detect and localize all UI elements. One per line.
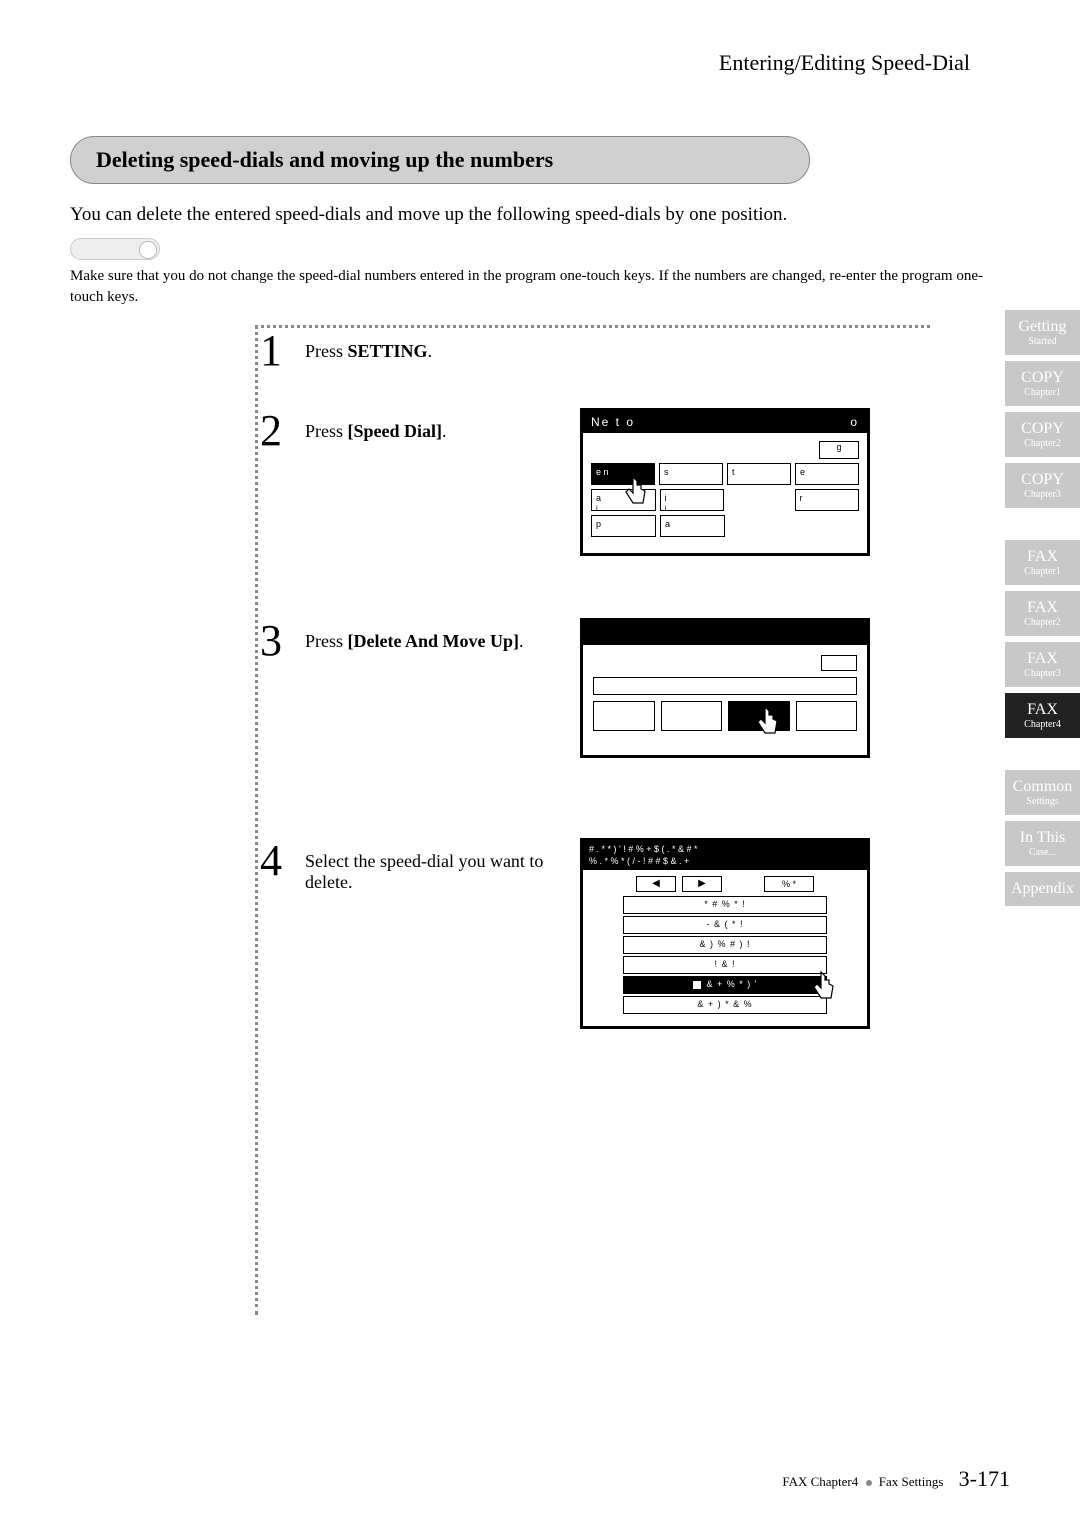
option-btn[interactable]	[661, 701, 723, 731]
list-label: & + % * ) '	[707, 979, 758, 989]
list-item[interactable]: & + ) * & %	[623, 996, 827, 1014]
side-tab[interactable]: COPYChapter1	[1005, 361, 1080, 406]
btn-label: i	[665, 493, 667, 503]
prev-button[interactable]: ◀	[636, 876, 676, 892]
footer-section: Fax Settings	[879, 1474, 944, 1489]
lcd-screen-1: Ne t o o g e n s t e ai ii	[580, 408, 870, 556]
step-text-pre: Press	[305, 341, 348, 361]
step-4: 4 Select the speed-dial you want to dele…	[250, 843, 890, 1073]
side-tab[interactable]: FAXChapter1	[1005, 540, 1080, 585]
step-number: 2	[260, 405, 282, 456]
step-text-pre: Press	[305, 421, 348, 441]
step-text: Press SETTING.	[305, 333, 565, 362]
step-text-post: .	[442, 421, 447, 441]
dotted-border-top	[255, 325, 930, 331]
square-icon	[693, 981, 701, 989]
menu-btn[interactable]: t	[727, 463, 791, 485]
step-text: Press [Speed Dial].	[305, 413, 565, 442]
btn-label: a	[596, 493, 601, 503]
list-item[interactable]: * # % * !	[623, 896, 827, 914]
list-item-selected[interactable]: & + % * ) '	[623, 976, 827, 994]
intro-text: You can delete the entered speed-dials a…	[70, 204, 1010, 226]
side-tab[interactable]: FAXChapter3	[1005, 642, 1080, 687]
page-button[interactable]	[821, 655, 857, 671]
menu-btn[interactable]: r	[795, 489, 860, 511]
screen-body: ◀ ▶ % * * # % * ! - & ( * ! & ) % # ) ! …	[583, 870, 867, 1026]
side-tabs: GettingStarted COPYChapter1 COPYChapter2 CO…	[1005, 310, 1080, 912]
hand-pointer-icon	[621, 475, 651, 515]
list-item[interactable]: ! & !	[623, 956, 827, 974]
screen-header: # . * * ) ' ! # % + $ ( . * & # * % . * …	[583, 841, 867, 870]
note-icon	[70, 238, 160, 260]
step-text: Select the speed-dial you want to delete…	[305, 843, 565, 893]
steps-container: 1 Press SETTING. 2 Press [Speed Dial]. N…	[250, 333, 890, 1073]
step-text-post: .	[428, 341, 433, 361]
step-text-bold: [Delete And Move Up]	[348, 631, 519, 651]
dot-icon	[866, 1480, 872, 1486]
list-item[interactable]: & ) % # ) !	[623, 936, 827, 954]
step-text-post: .	[519, 631, 524, 651]
screen-header: Ne t o o	[583, 411, 867, 433]
percent-box: % *	[764, 876, 814, 892]
step-2: 2 Press [Speed Dial]. Ne t o o g e n s t…	[250, 413, 890, 613]
btn-sublabel: i	[665, 504, 667, 513]
step-text-bold: [Speed Dial]	[348, 421, 443, 441]
menu-btn[interactable]	[796, 515, 859, 537]
step-number: 1	[260, 325, 282, 376]
option-btn[interactable]	[593, 701, 655, 731]
side-tab[interactable]: FAXChapter4	[1005, 693, 1080, 738]
list-item[interactable]: - & ( * !	[623, 916, 827, 934]
menu-btn[interactable]: e	[795, 463, 859, 485]
side-tab[interactable]: COPYChapter3	[1005, 463, 1080, 508]
lcd-screen-2	[580, 618, 870, 758]
side-tab[interactable]: In ThisCase...	[1005, 821, 1080, 866]
footer-path: FAX Chapter4	[782, 1474, 858, 1489]
step-1: 1 Press SETTING.	[250, 333, 890, 403]
side-tab[interactable]: CommonSettings	[1005, 770, 1080, 815]
section-heading: Deleting speed-dials and moving up the n…	[70, 136, 810, 184]
menu-btn[interactable]: p	[591, 515, 656, 537]
menu-btn[interactable]: ii	[660, 489, 725, 511]
step-number: 4	[260, 835, 282, 886]
screen-title-line1: # . * * ) ' ! # % + $ ( . * & # *	[589, 844, 861, 856]
note-text: Make sure that you do not change the spe…	[70, 266, 1010, 308]
info-bar	[593, 677, 857, 695]
step-number: 3	[260, 615, 282, 666]
screen-title-line2: % . * % * ( / - ! # # $ & . +	[589, 856, 861, 868]
side-tab[interactable]: FAXChapter2	[1005, 591, 1080, 636]
step-3: 3 Press [Delete And Move Up].	[250, 623, 890, 833]
page-footer: FAX Chapter4 Fax Settings 3-171	[782, 1466, 1010, 1492]
screen-title-left: Ne t o	[591, 415, 635, 429]
step-text: Press [Delete And Move Up].	[305, 623, 565, 652]
side-tab[interactable]: COPYChapter2	[1005, 412, 1080, 457]
hand-pointer-icon	[809, 970, 839, 1010]
screen-body	[583, 645, 867, 755]
screen-body: g e n s t e ai ii r p a	[583, 433, 867, 553]
lcd-screen-3: # . * * ) ' ! # % + $ ( . * & # * % . * …	[580, 838, 870, 1029]
step-text-bold: SETTING	[348, 341, 428, 361]
hand-pointer-icon	[753, 705, 783, 745]
step-text-pre: Select the speed-dial you want to delete…	[305, 851, 543, 892]
menu-btn[interactable]: a	[660, 515, 725, 537]
screen-header	[583, 621, 867, 645]
menu-btn[interactable]: s	[659, 463, 723, 485]
menu-btn[interactable]	[729, 515, 792, 537]
menu-btn[interactable]	[728, 489, 791, 511]
page-number: 3-171	[959, 1466, 1010, 1491]
step-text-pre: Press	[305, 631, 348, 651]
option-btn[interactable]	[796, 701, 858, 731]
screen-title-right: o	[850, 415, 859, 429]
btn-sublabel: i	[596, 504, 598, 513]
side-tab[interactable]: GettingStarted	[1005, 310, 1080, 355]
page-button[interactable]: g	[819, 441, 859, 459]
page-header: Entering/Editing Speed-Dial	[70, 50, 1010, 76]
next-button[interactable]: ▶	[682, 876, 722, 892]
side-tab[interactable]: Appendix	[1005, 872, 1080, 906]
